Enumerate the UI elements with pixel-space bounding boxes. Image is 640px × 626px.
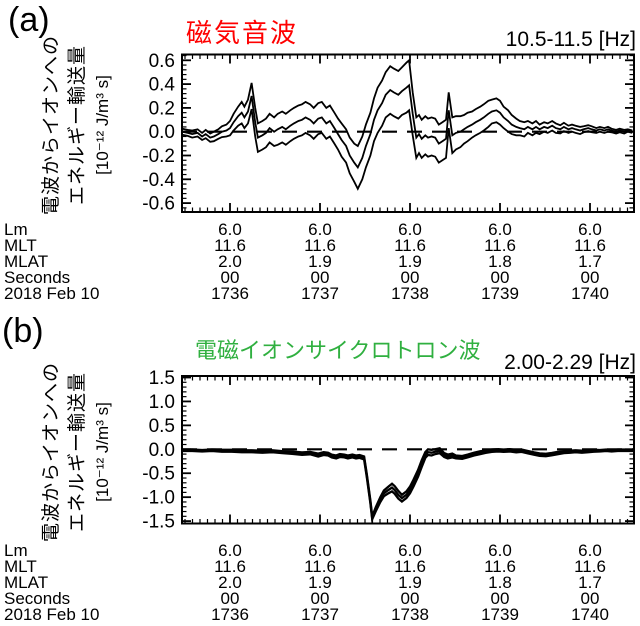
y-tick-label: -1.5 <box>142 512 175 530</box>
axis-row-value: 00 <box>220 268 240 287</box>
axis-row-value: 1740 <box>571 284 609 303</box>
axis-row-value: 6.0 <box>398 220 422 239</box>
y-tick-label: -0.4 <box>142 170 175 191</box>
axis-row-value: 11.6 <box>214 557 246 576</box>
axis-row-label-mlt: MLT <box>4 557 37 576</box>
x-ticks <box>184 54 629 212</box>
axis-row-value: 1.9 <box>308 252 332 271</box>
axis-row-value: 11.6 <box>304 557 336 576</box>
axis-row-label-2018-feb-10: 2018 Feb 10 <box>4 605 100 624</box>
axis-row-value: 1.9 <box>398 573 422 592</box>
axis-row-value: 1.8 <box>488 573 512 592</box>
axis-row-value: 1.9 <box>308 573 332 592</box>
panel-b-index-label: (b) <box>2 312 44 350</box>
axis-row-value: 1.8 <box>488 252 512 271</box>
axis-row-value: 1.7 <box>578 573 602 592</box>
axis-row-value: 1738 <box>391 605 429 624</box>
x-ticks <box>184 376 629 524</box>
axis-row-value: 1740 <box>571 605 609 624</box>
axis-row-value: 1738 <box>391 284 429 303</box>
axis-row-value: 11.6 <box>484 557 516 576</box>
panel-b-plot: 1.5 1.0 0.5 0.0 -0.5 -1.0 -1.5 <box>142 368 635 530</box>
curve-upper <box>182 58 633 148</box>
panel-b-title: 電磁イオンサイクロトロン波 <box>195 338 481 363</box>
axis-row-value: 00 <box>220 589 240 608</box>
axis-row-value: 6.0 <box>488 541 512 560</box>
axis-row-value: 1.9 <box>398 252 422 271</box>
y-tick-label: -0.2 <box>142 146 175 167</box>
panel-a-title: 磁気音波 <box>186 18 299 48</box>
axis-row-value: 00 <box>490 268 510 287</box>
axis-row-value: 11.6 <box>394 557 426 576</box>
curve-upper <box>182 447 634 517</box>
y-tick-label: 0.0 <box>149 122 175 143</box>
panel-b-frequency-range-label: 2.00-2.29 [Hz] <box>504 351 636 374</box>
curve-lower <box>182 108 633 191</box>
y-tick-label: 0.4 <box>149 75 176 96</box>
axis-row-value: 00 <box>400 268 420 287</box>
y-tick-labels: 0.6 0.40.2 0.0 -0.2 -0.4 -0.6 <box>142 51 175 215</box>
axis-row-value: 2.0 <box>218 252 242 271</box>
axis-row-value: 6.0 <box>218 220 242 239</box>
y-tick-label: 1.0 <box>149 392 175 413</box>
axis-row-value: 1737 <box>301 605 339 624</box>
axis-row-value: 1737 <box>301 284 339 303</box>
axis-row-label-seconds: Seconds <box>4 268 71 287</box>
y-ticks <box>182 54 634 209</box>
axis-row-label-2018-feb-10: 2018 Feb 10 <box>4 284 100 303</box>
y-tick-label: 0.6 <box>149 51 175 72</box>
axis-row-value: 11.6 <box>484 236 516 255</box>
y-tick-label: 1.5 <box>149 368 175 389</box>
axis-row-value: 00 <box>400 589 420 608</box>
axis-row-value: 6.0 <box>398 541 422 560</box>
axis-row-value: 00 <box>580 268 600 287</box>
axis-row-value: 00 <box>310 589 330 608</box>
axis-row-value: 11.6 <box>304 236 336 255</box>
axis-row-label-seconds: Seconds <box>4 589 71 608</box>
axis-row-label-mlat: MLAT <box>4 573 49 592</box>
axis-row-value: 1736 <box>211 605 249 624</box>
axis-row-value: 6.0 <box>578 541 602 560</box>
axis-row-value: 6.0 <box>578 220 602 239</box>
panel-a-plot: 0.6 0.40.2 0.0 -0.2 -0.4 -0.6 <box>142 51 635 215</box>
y-tick-labels: 1.5 1.0 0.5 0.0 -0.5 -1.0 -1.5 <box>142 368 175 530</box>
y-tick-label: -1.0 <box>142 488 175 509</box>
curve-lower <box>182 449 634 524</box>
data-curves <box>182 58 633 191</box>
axis-row-value: 11.6 <box>394 236 426 255</box>
axis-row-value: 1736 <box>211 284 249 303</box>
panel-a-index-label: (a) <box>8 1 50 39</box>
axis-row-value: 11.6 <box>574 557 606 576</box>
axis-row-label-mlt: MLT <box>4 236 37 255</box>
y-tick-label: 0.5 <box>149 416 175 437</box>
axis-row-value: 6.0 <box>308 541 332 560</box>
axis-row-value: 6.0 <box>488 220 512 239</box>
y-ticks <box>182 376 634 523</box>
axis-row-label-lm: Lm <box>4 541 28 560</box>
axis-row-value: 1739 <box>481 605 519 624</box>
axis-row-value: 11.6 <box>214 236 246 255</box>
axis-row-value: 00 <box>310 268 330 287</box>
curve-mid <box>182 449 634 523</box>
axis-row-label-mlat: MLAT <box>4 252 49 271</box>
plot-frame <box>181 53 635 213</box>
axis-row-value: 6.0 <box>308 220 332 239</box>
axis-row-value: 1739 <box>481 284 519 303</box>
data-curves <box>182 447 634 524</box>
axis-row-value: 00 <box>580 589 600 608</box>
axis-row-value: 11.6 <box>574 236 606 255</box>
curve-mid <box>182 83 633 170</box>
axis-row-value: 1.7 <box>578 252 602 271</box>
y-tick-label: 0.2 <box>149 98 175 119</box>
y-tick-label: 0.0 <box>149 440 175 461</box>
panel-a-frequency-range-label: 10.5-11.5 [Hz] <box>505 28 636 51</box>
y-tick-label: -0.6 <box>142 194 175 215</box>
axis-row-value: 2.0 <box>218 573 242 592</box>
axis-row-value: 00 <box>490 589 510 608</box>
axis-row-label-lm: Lm <box>4 220 28 239</box>
y-tick-label: -0.5 <box>142 464 175 485</box>
axis-row-value: 6.0 <box>218 541 242 560</box>
